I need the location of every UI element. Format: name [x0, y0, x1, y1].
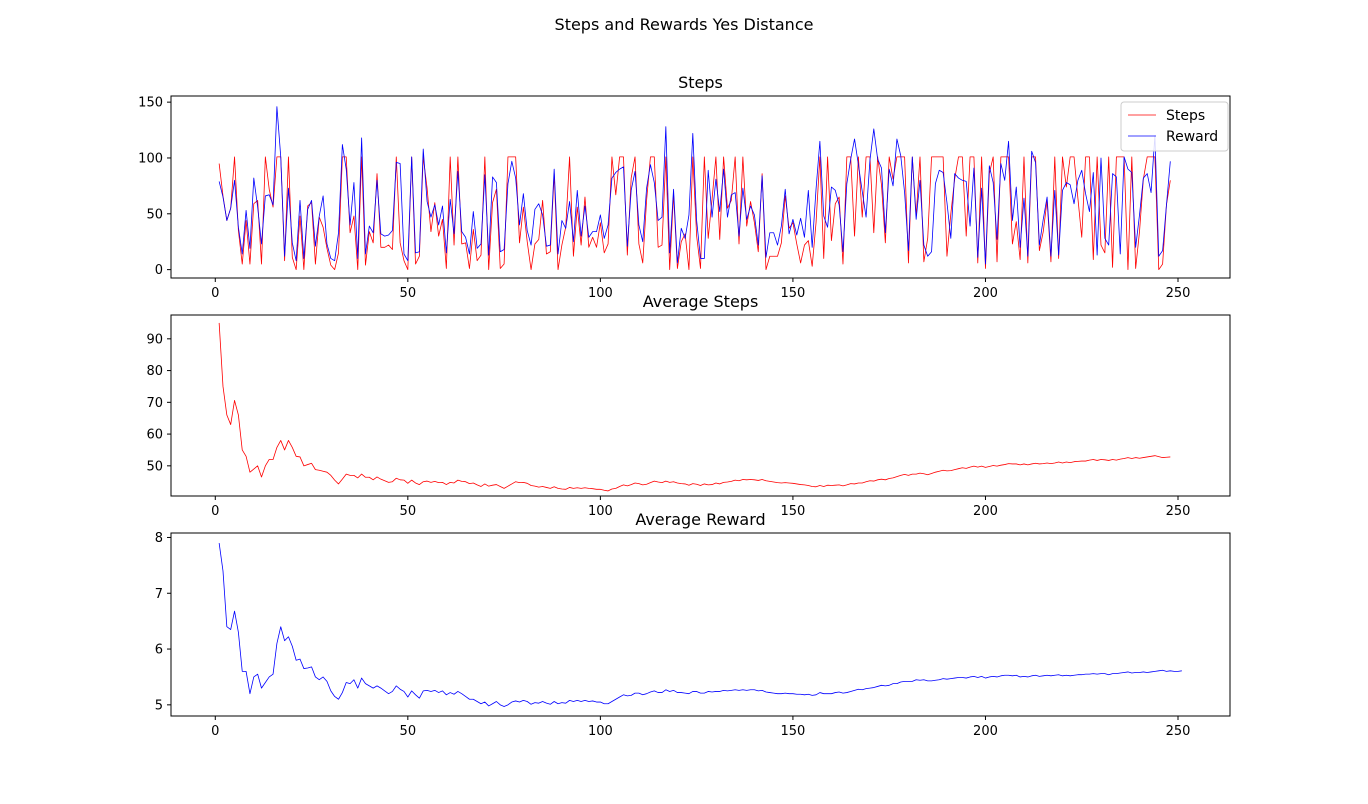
- legend: Steps Reward: [1120, 101, 1229, 152]
- subplots: 0 50 100 150 200 250050100150StepsStepsReward…: [138, 73, 1231, 739]
- y-tick-label: 5: [155, 698, 163, 713]
- axes-frame: [170, 95, 1231, 279]
- x-tick-label: 50: [400, 724, 417, 739]
- x-tick-label: 0: [211, 724, 219, 739]
- y-tick-label: 70: [146, 396, 163, 411]
- x-tick-label: 0: [211, 504, 219, 519]
- y-tick-label: 8: [155, 531, 163, 546]
- figure-suptitle: Steps and Rewards Yes Distance: [555, 15, 814, 34]
- x-tick-label: 200: [973, 724, 998, 739]
- subplot-title: Steps: [678, 73, 723, 92]
- x-tick-label: 250: [1166, 724, 1191, 739]
- legend-label-steps: Steps: [1166, 108, 1205, 124]
- x-tick-label: 0: [211, 286, 219, 301]
- x-tick-label: 100: [588, 724, 613, 739]
- x-tick-label: 100: [588, 286, 613, 301]
- legend-box: [1120, 101, 1229, 152]
- x-tick-label: 250: [1166, 504, 1191, 519]
- subplot-title: Average Steps: [643, 292, 759, 311]
- x-tick-label: 150: [781, 724, 806, 739]
- legend-label-reward: Reward: [1166, 129, 1218, 145]
- x-tick-label: 150: [781, 504, 806, 519]
- y-tick-label: 90: [146, 332, 163, 347]
- y-tick-label: 80: [146, 364, 163, 379]
- subplot-1: 0 50 100 150 200 250 0 50 100 150 Steps Steps Reward: [138, 73, 1231, 301]
- x-tick-label: 150: [781, 286, 806, 301]
- series-line-series-2: [218, 322, 1171, 492]
- series-line-series-3: [218, 542, 1182, 707]
- subplot-2: 0 50 100 150 200 250 50 60 70 80 90 Average Steps: [146, 292, 1231, 519]
- y-tick-label: 50: [146, 207, 163, 222]
- axes-frame: [170, 532, 1231, 717]
- series-line-reward-1: [218, 106, 1171, 265]
- y-tick-label: 7: [155, 587, 163, 602]
- x-tick-label: 50: [400, 504, 417, 519]
- subplot-3: 0 50 100 150 200 250 5 6 7 8 Average Reward: [155, 510, 1231, 739]
- y-tick-label: 150: [138, 96, 163, 111]
- y-tick-label: 50: [146, 459, 163, 474]
- x-tick-label: 250: [1166, 286, 1191, 301]
- y-tick-label: 6: [155, 643, 163, 658]
- subplot-title: Average Reward: [635, 510, 765, 529]
- y-tick-label: 0: [155, 263, 163, 278]
- axes-frame: [170, 314, 1231, 497]
- x-tick-label: 200: [973, 286, 998, 301]
- y-tick-label: 60: [146, 428, 163, 443]
- x-tick-label: 100: [588, 504, 613, 519]
- x-tick-label: 50: [400, 286, 417, 301]
- y-tick-label: 100: [138, 151, 163, 166]
- x-tick-label: 200: [973, 504, 998, 519]
